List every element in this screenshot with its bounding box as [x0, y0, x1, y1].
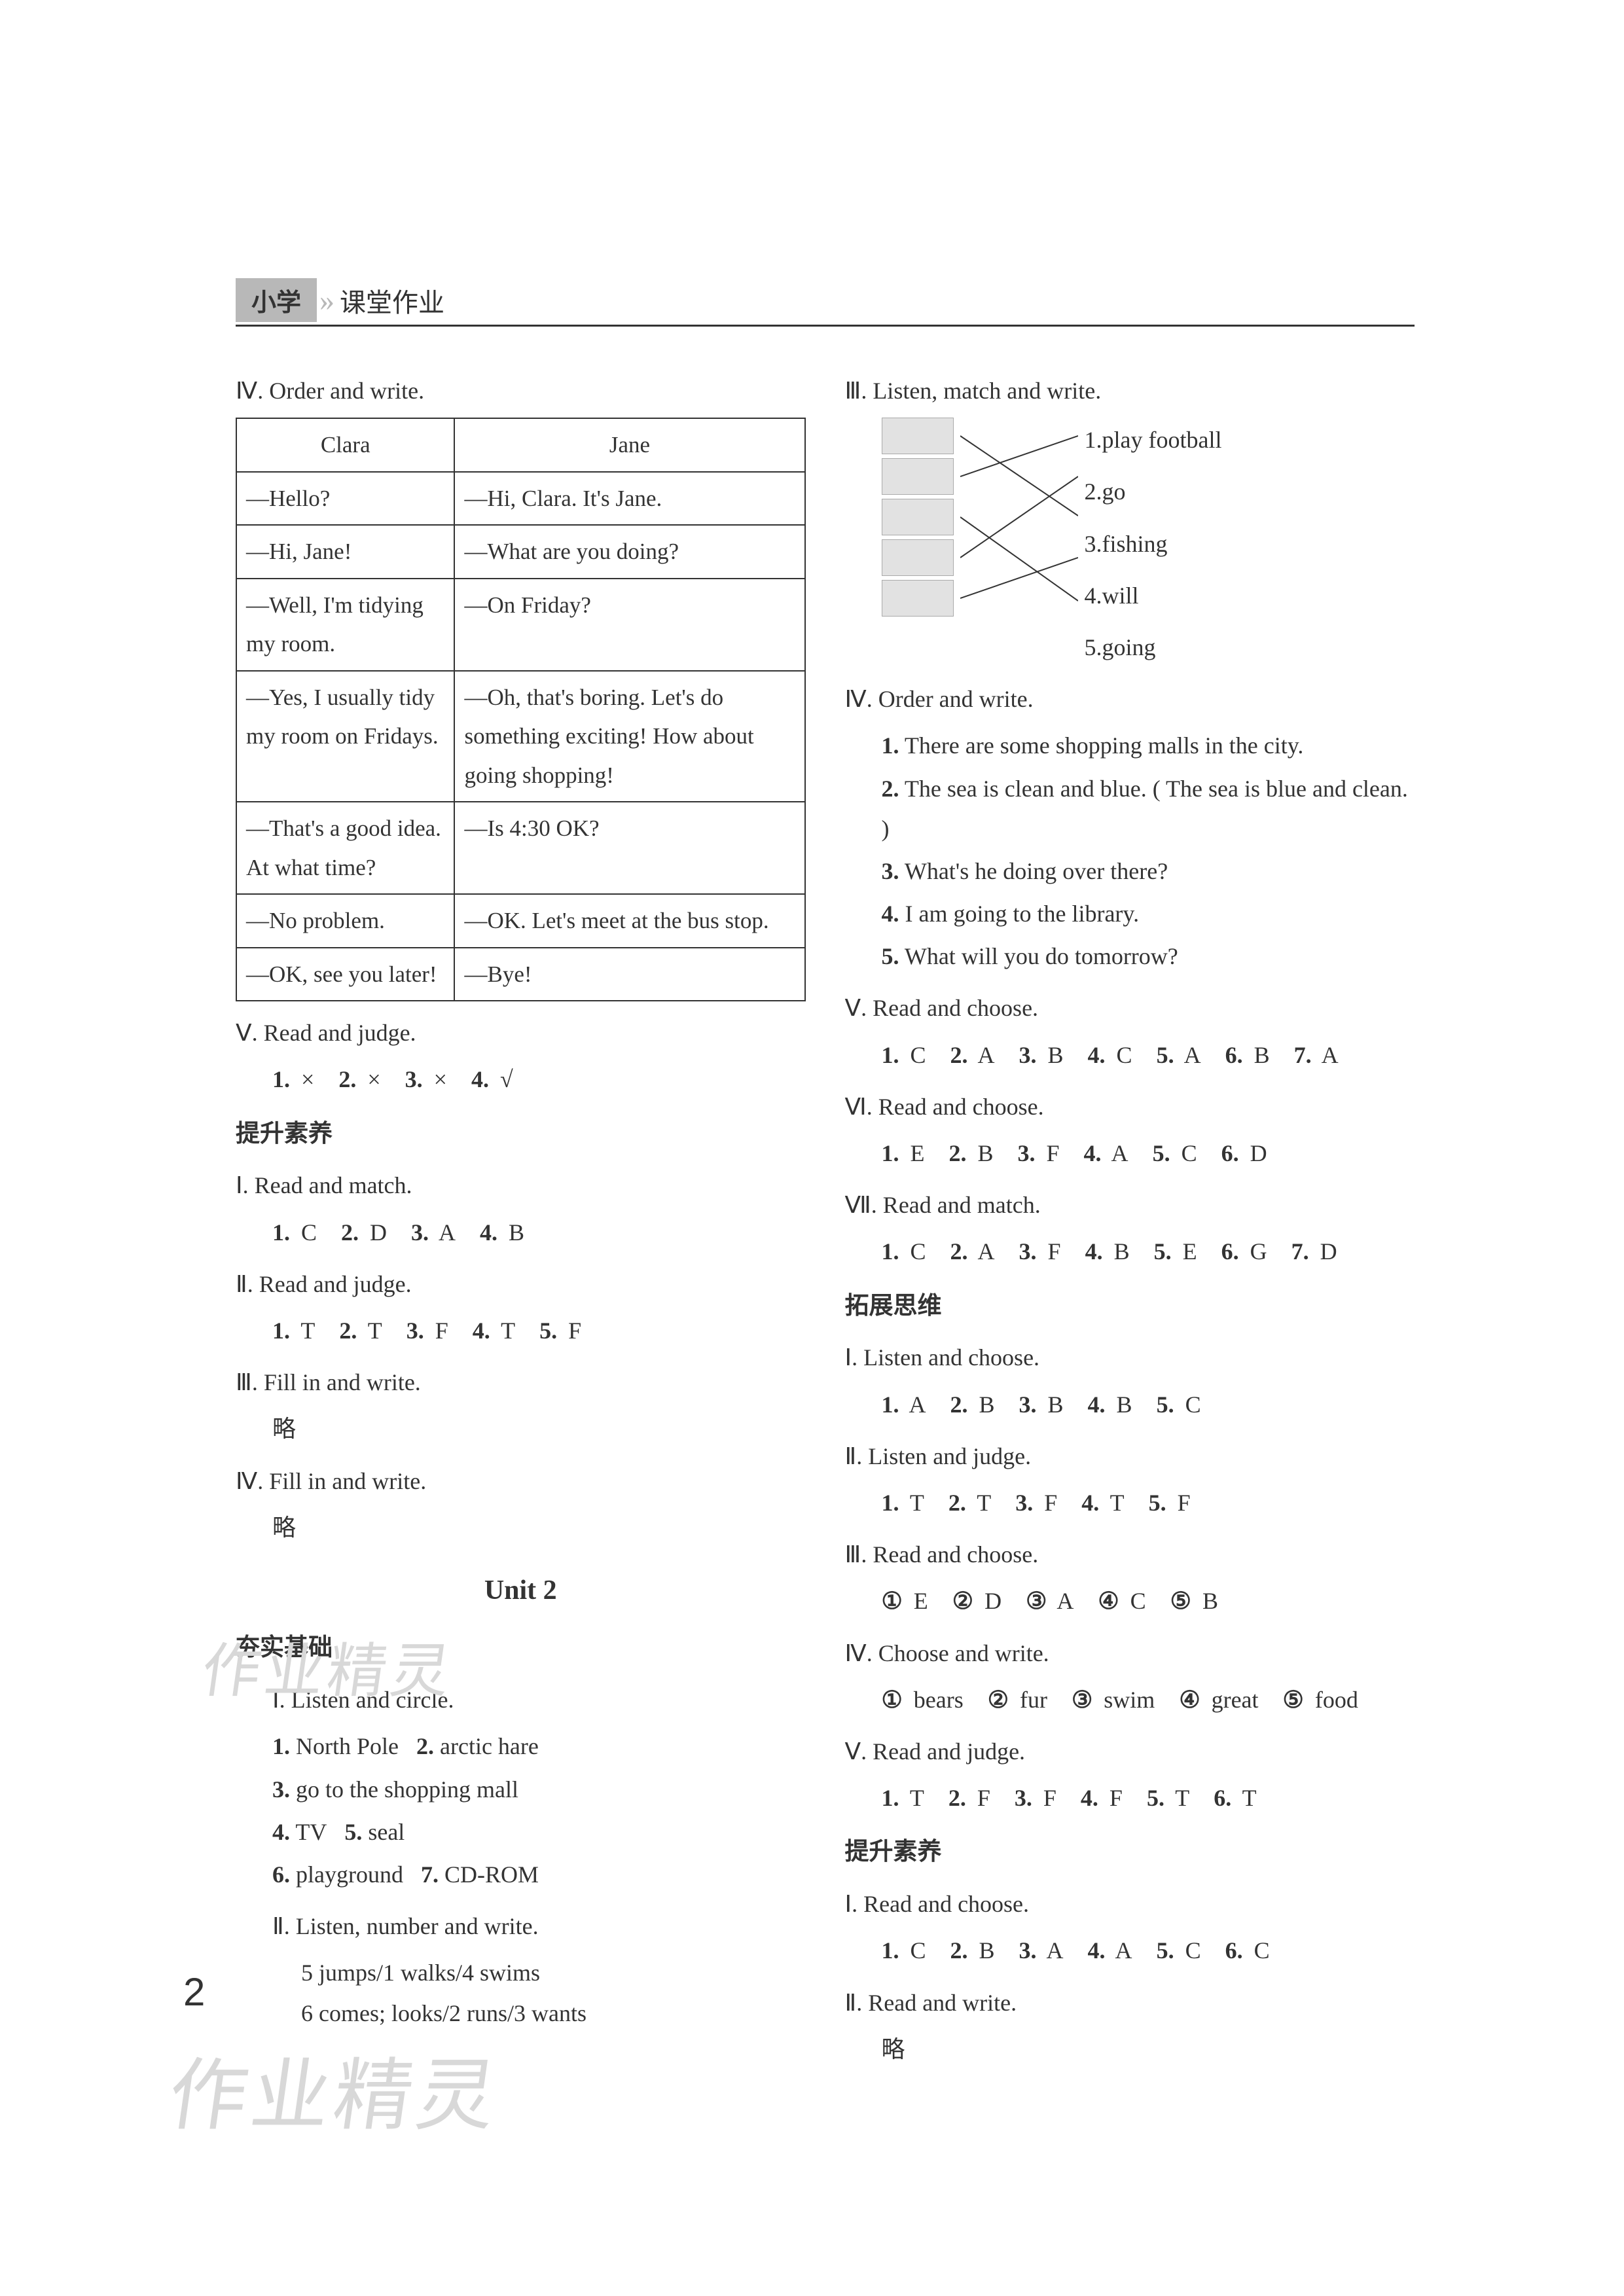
- page-header: 小学 » 课堂作业: [236, 278, 1415, 327]
- match-labels: 1.play football 2.go 3.fishing 4.will 5.…: [1085, 418, 1222, 668]
- table-row: —No problem.—OK. Let's meet at the bus s…: [236, 894, 805, 948]
- page: 小学 » 课堂作业 Ⅳ. Order and write. Clara Jane…: [0, 0, 1624, 2148]
- table-header: Jane: [454, 418, 804, 472]
- table-header: Clara: [236, 418, 454, 472]
- table-row: —That's a good idea. At what time?—Is 4:…: [236, 802, 805, 894]
- answer-line: 1. T 2. T 3. F 4. T 5. F: [845, 1483, 1415, 1523]
- answer-text: 略: [236, 1409, 806, 1449]
- section-heading: 提升素养: [236, 1113, 806, 1155]
- section-title: Ⅰ. Read and match.: [236, 1166, 806, 1206]
- table-row: —Well, I'm tidying my room.—On Friday?: [236, 579, 805, 671]
- section-title: Ⅰ. Read and choose.: [845, 1884, 1415, 1924]
- section-title: Ⅱ. Read and judge.: [236, 1265, 806, 1304]
- section-title: Ⅳ. Choose and write.: [845, 1634, 1415, 1674]
- section-title: Ⅴ. Read and choose.: [845, 988, 1415, 1028]
- answer-line: 1. T 2. T 3. F 4. T 5. F: [236, 1311, 806, 1351]
- section-title: Ⅱ. Read and write.: [845, 1983, 1415, 2023]
- table-row: —Hi, Jane!—What are you doing?: [236, 525, 805, 579]
- section-title: Ⅲ. Read and choose.: [845, 1535, 1415, 1575]
- match-images: [882, 418, 954, 617]
- left-column: Ⅳ. Order and write. Clara Jane —Hello?—H…: [236, 359, 806, 2070]
- answer-line: ① bears ② fur ③ swim ④ great ⑤ food: [845, 1680, 1415, 1720]
- section-title: Ⅴ. Read and judge.: [236, 1013, 806, 1053]
- answer-line: 1. C 2. D 3. A 4. B: [236, 1213, 806, 1253]
- answer-line: 1. C 2. B 3. A 4. A 5. C 6. C: [845, 1931, 1415, 1971]
- match-label: 5.going: [1085, 628, 1222, 668]
- section-heading: 提升素养: [845, 1831, 1415, 1873]
- match-label: 2.go: [1085, 472, 1222, 512]
- section-title: Ⅰ. Listen and circle.: [236, 1680, 806, 1720]
- match-lines-icon: [960, 418, 1078, 620]
- thumbnail-icon: [882, 580, 954, 617]
- chevron-icon: »: [319, 283, 327, 317]
- right-column: Ⅲ. Listen, match and write.: [845, 359, 1415, 2070]
- section-title: Ⅲ. Listen, match and write.: [845, 371, 1415, 411]
- section-title: Ⅱ. Listen and judge.: [845, 1437, 1415, 1477]
- answer-text: 略: [845, 2030, 1415, 2070]
- content-columns: Ⅳ. Order and write. Clara Jane —Hello?—H…: [236, 359, 1415, 2070]
- header-subtitle: 课堂作业: [340, 281, 444, 319]
- match-label: 3.fishing: [1085, 524, 1222, 564]
- table-row: —OK, see you later!—Bye!: [236, 948, 805, 1001]
- section-title: Ⅳ. Order and write.: [236, 371, 806, 411]
- answer-block: 1. North Pole 2. arctic hare3. go to the…: [236, 1727, 806, 1895]
- sentence-list: 1. There are some shopping malls in the …: [845, 726, 1415, 977]
- answer-text: 6 comes; looks/2 runs/3 wants: [236, 1994, 806, 2034]
- section-title: Ⅴ. Read and judge.: [845, 1732, 1415, 1772]
- section-title: Ⅶ. Read and match.: [845, 1185, 1415, 1225]
- table-row: —Yes, I usually tidy my room on Fridays.…: [236, 671, 805, 802]
- thumbnail-icon: [882, 458, 954, 495]
- section-heading: 拓展思维: [845, 1285, 1415, 1327]
- thumbnail-icon: [882, 418, 954, 454]
- unit-heading: Unit 2: [236, 1568, 806, 1614]
- thumbnail-icon: [882, 539, 954, 576]
- match-label: 1.play football: [1085, 420, 1222, 460]
- header-tag: 小学: [236, 278, 317, 322]
- section-title: Ⅳ. Order and write.: [845, 679, 1415, 719]
- answer-line: ① E ② D ③ A ④ C ⑤ B: [845, 1581, 1415, 1621]
- section-title: Ⅰ. Listen and choose.: [845, 1338, 1415, 1378]
- section-heading: 夯实基础: [236, 1627, 806, 1668]
- section-title: Ⅱ. Listen, number and write.: [236, 1907, 806, 1946]
- section-title: Ⅲ. Fill in and write.: [236, 1363, 806, 1403]
- section-title: Ⅳ. Fill in and write.: [236, 1462, 806, 1501]
- dialog-table: Clara Jane —Hello?—Hi, Clara. It's Jane.…: [236, 418, 806, 1001]
- answer-line: 1. C 2. A 3. F 4. B 5. E 6. G 7. D: [845, 1232, 1415, 1272]
- thumbnail-icon: [882, 499, 954, 535]
- answer-text: 略: [236, 1508, 806, 1548]
- answer-line: 1. A 2. B 3. B 4. B 5. C: [845, 1385, 1415, 1425]
- match-diagram: 1.play football 2.go 3.fishing 4.will 5.…: [845, 418, 1415, 668]
- table-row: —Hello?—Hi, Clara. It's Jane.: [236, 472, 805, 526]
- page-number: 2: [183, 1969, 205, 2015]
- answer-line: 1. C 2. A 3. B 4. C 5. A 6. B 7. A: [845, 1035, 1415, 1075]
- table-header-row: Clara Jane: [236, 418, 805, 472]
- answer-line: 1. × 2. × 3. × 4. √: [236, 1060, 806, 1100]
- section-title: Ⅵ. Read and choose.: [845, 1087, 1415, 1127]
- match-label: 4.will: [1085, 576, 1222, 616]
- answer-line: 1. E 2. B 3. F 4. A 5. C 6. D: [845, 1134, 1415, 1174]
- answer-line: 1. T 2. F 3. F 4. F 5. T 6. T: [845, 1778, 1415, 1818]
- answer-text: 5 jumps/1 walks/4 swims: [236, 1953, 806, 1993]
